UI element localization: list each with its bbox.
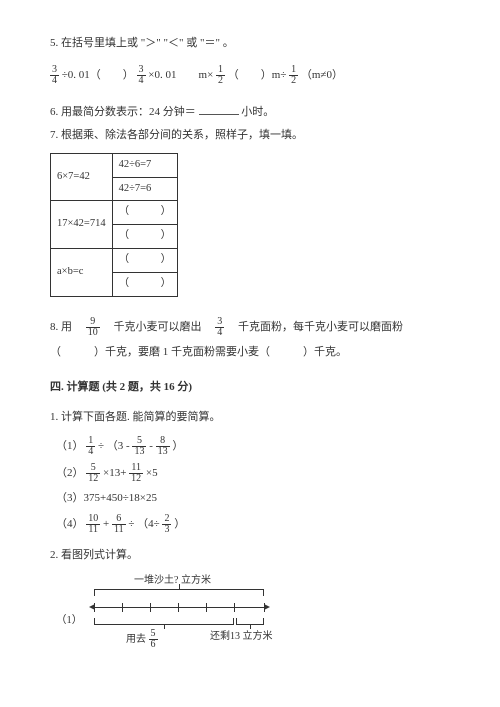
sub1: 1. 计算下面各题. 能简算的要简算。 (50, 409, 450, 427)
frac: 34 (50, 65, 59, 86)
text: 千克面粉，每千克小麦可以磨面粉 (227, 321, 403, 333)
calc-1: （1） 14 ÷ （3 - 513 - 813 ） (56, 436, 450, 457)
q8: 8. 用 910 千克小麦可以磨出 34 千克面粉，每千克小麦可以磨面粉 （ ）… (50, 317, 450, 362)
text: ÷0. 01（ ） (62, 69, 134, 81)
brace-top (94, 589, 264, 599)
brace-left (94, 617, 234, 625)
diagram-right-label: 还剩13 立方米 (210, 629, 273, 645)
calc-3: （3）375+450÷18×25 (56, 490, 450, 508)
cell: a×b=c (51, 248, 113, 296)
brace-right (236, 617, 264, 625)
cell: 42÷7=6 (112, 177, 178, 201)
cell: 42÷6=7 (112, 153, 178, 177)
text: 千克小麦可以磨出 (103, 321, 213, 333)
cell: 6×7=42 (51, 153, 113, 201)
q6-text-b: 小时。 (241, 106, 274, 118)
q6-text-a: 6. 用最简分数表示：24 分钟＝ (50, 106, 196, 118)
blank-input[interactable] (199, 104, 239, 115)
relation-table: 6×7=42 42÷6=7 42÷7=6 17×42=714 （ ） （ ） a… (50, 153, 178, 297)
sand-diagram: （1） 一堆沙土? 立方米 用去 56 还剩13 立方米 (74, 575, 294, 655)
cell[interactable]: （ ） (112, 248, 178, 272)
cell[interactable]: （ ） (112, 201, 178, 225)
cell: 17×42=714 (51, 201, 113, 249)
frac: 34 (137, 65, 146, 86)
diagram-index: （1） (56, 613, 82, 630)
calc-2: （2） 512 ×13+ 1112 ×5 (56, 463, 450, 484)
frac: 12 (289, 65, 298, 86)
section4-title: 四. 计算题 (共 2 题，共 16 分) (50, 379, 450, 397)
text: （m≠0） (301, 69, 343, 81)
text: ×0. 01 (148, 69, 176, 81)
segment-line (94, 607, 264, 608)
q5-expressions: 34 ÷0. 01（ ） 34 ×0. 01 m× 12 （ ）m÷ 12 （m… (50, 65, 450, 86)
frac: 12 (216, 65, 225, 86)
sub2: 2. 看图列式计算。 (50, 547, 450, 565)
cell[interactable]: （ ） (112, 225, 178, 249)
q5-stem: 5. 在括号里填上或 "＞" "＜" 或 "＝" 。 (50, 35, 450, 53)
cell[interactable]: （ ） (112, 272, 178, 296)
text: 8. 用 (50, 321, 83, 333)
q7-text: 7. 根据乘、除法各部分间的关系，照样子，填一填。 (50, 127, 450, 145)
diagram-top-label: 一堆沙土? 立方米 (134, 573, 211, 589)
text: （ ）千克，要磨 1 千克面粉需要小麦（ ）千克。 (50, 344, 450, 362)
calc-4: （4） 1011 + 611 ÷ （4÷ 23 ） (56, 514, 450, 535)
diagram-left-label: 用去 56 (126, 629, 158, 650)
text: （ ）m÷ (228, 69, 287, 81)
frac: 34 (215, 317, 224, 338)
frac: 910 (86, 317, 100, 338)
text: m× (199, 69, 214, 81)
